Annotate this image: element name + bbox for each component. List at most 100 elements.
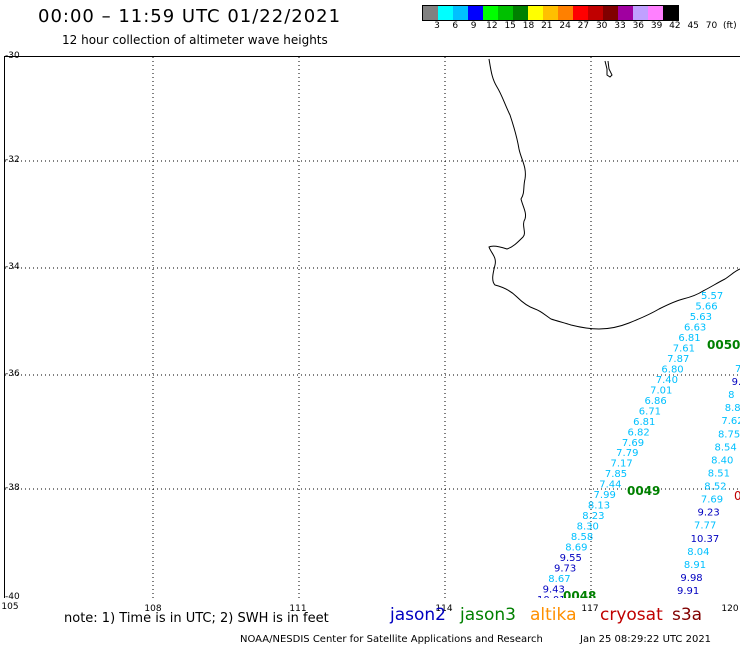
colorbar-labels: 3 6 9 12 15 18 21 24 27 30 33 36 39 42 45 70 (ft): [422, 21, 740, 33]
footer-credit: NOAA/NESDIS Center for Satellite Applica…: [240, 634, 543, 645]
colorbar-label: 45: [687, 21, 699, 31]
wave-height-value: 7.61: [673, 343, 695, 354]
wave-height-value: 8.13: [588, 501, 610, 512]
island-outline: [604, 60, 613, 78]
colorbar-swatch: [453, 6, 468, 20]
map-canvas: 5.575.665.636.636.817.617.876.807.407.01…: [5, 57, 740, 606]
wave-height-value: 9.73: [554, 564, 576, 575]
australia-coastline: [488, 58, 740, 330]
wave-height-value: 8.04: [687, 547, 709, 558]
colorbar-label: 27: [577, 21, 590, 31]
wave-height-value: 6.86: [644, 396, 666, 407]
colorbar-swatch: [468, 6, 483, 20]
legend-s3a: s3a: [672, 605, 703, 625]
lat-label-36: -36: [5, 369, 20, 379]
colorbar-swatch: [588, 6, 603, 20]
lon-label-117: 117: [581, 604, 599, 614]
wave-height-value: 8: [728, 390, 734, 401]
colorbar-label: 15: [504, 21, 516, 31]
gridlines: [5, 57, 740, 598]
lon-label-120: 120: [721, 604, 739, 614]
wave-height-value: 7.79: [616, 448, 638, 459]
wave-height-value: 8.69: [565, 543, 587, 554]
wave-height-value: 8.67: [548, 574, 570, 585]
wave-height-value: 9.43: [543, 585, 565, 596]
wave-height-value: 10.01: [537, 595, 566, 598]
colorbar-label: 3: [434, 21, 440, 31]
wave-height-value: 8.52: [704, 482, 726, 493]
wave-height-value: 8.75: [718, 429, 740, 440]
lat-label-40: -40: [5, 592, 20, 602]
wave-height-value: 7.85: [605, 469, 627, 480]
colorbar-swatch: [633, 6, 648, 20]
lat-label-32: -32: [5, 155, 20, 165]
colorbar-label: 30: [595, 21, 608, 31]
wave-height-value: 8.30: [577, 522, 599, 533]
colorbar-swatch: [423, 6, 438, 20]
colorbar-label: 36: [632, 21, 645, 31]
colorbar-swatch: [573, 6, 588, 20]
wave-height-value: 6.80: [661, 364, 683, 375]
wave-height-value: 9.55: [560, 553, 582, 564]
footer-timestamp: Jan 25 08:29:22 UTC 2021: [580, 634, 712, 645]
colorbar-swatch: [498, 6, 513, 20]
wave-height-value: 7.01: [650, 385, 672, 396]
colorbar-label: (ft): [723, 21, 737, 31]
colorbar-swatch: [483, 6, 498, 20]
map-frame: 5.57 5.66 5.63 6.63 6.81 7.61 7.87 6.80 7.40 7.01…: [4, 56, 740, 606]
wave-height-value: 8.23: [582, 511, 604, 522]
wave-height-value: 6.82: [627, 427, 649, 438]
lat-label-34: -34: [5, 262, 20, 272]
legend-altika: altika: [530, 605, 577, 625]
colorbar-swatch: [528, 6, 543, 20]
wave-height-value: 7.87: [667, 354, 689, 365]
lat-label-30: -30: [5, 51, 20, 61]
wave-height-value: 9.98: [680, 573, 702, 584]
wave-height-value: 7.40: [656, 375, 678, 386]
wave-height-value: 8.54: [715, 442, 737, 453]
page-title: 00:00 – 11:59 UTC 01/22/2021: [38, 6, 342, 27]
wave-height-value: 9.: [732, 377, 740, 388]
wave-height-value: 6.81: [633, 417, 655, 428]
wave-height-value: 5.63: [690, 312, 712, 323]
colorbar-swatch: [663, 6, 678, 20]
colorbar-swatch: [438, 6, 453, 20]
time-label-0050: 0050: [707, 338, 740, 352]
lon-label-111: 111: [289, 604, 307, 614]
wave-height-value: 7.99: [594, 490, 616, 501]
lon-label-105: 105: [1, 602, 19, 612]
wave-height-value: 7.69: [701, 495, 723, 506]
edge-label: 0: [734, 489, 740, 503]
wave-height-value: 10.37: [691, 534, 720, 545]
time-label-0048: 0048: [563, 589, 596, 598]
wave-height-value: 5.57: [701, 291, 723, 302]
colorbar-swatch: [603, 6, 618, 20]
legend-cryosat: cryosat: [600, 605, 663, 625]
legend-jason2: jason2: [390, 605, 446, 625]
wave-height-colorbar: [422, 5, 679, 21]
wave-height-value: 7.44: [599, 480, 621, 491]
altimeter-track-b: 7 9. 8 8.8 7.62 8.75 8.54 8.40 8.51 8.52 7.69 9.23 7…: [677, 364, 740, 597]
legend-jason3: jason3: [460, 605, 516, 625]
wave-height-value: 7.69: [622, 438, 644, 449]
lat-label-38: -38: [5, 483, 20, 493]
wave-height-value: 8.58: [571, 532, 593, 543]
note-text: note: 1) Time is in UTC; 2) SWH is in fe…: [64, 611, 329, 626]
colorbar-swatch: [648, 6, 663, 20]
colorbar-label: 24: [559, 21, 571, 31]
wave-height-value: 6.63: [684, 322, 706, 333]
page-subtitle: 12 hour collection of altimeter wave hei…: [62, 33, 328, 47]
colorbar-swatch: [618, 6, 633, 20]
colorbar-swatch: [558, 6, 573, 20]
wave-height-value: 9.91: [677, 586, 699, 597]
lon-label-108: 108: [144, 604, 162, 614]
wave-height-value: 8.8: [725, 403, 740, 414]
wave-height-value: 7.17: [611, 459, 633, 470]
wave-height-value: 8.91: [684, 560, 706, 571]
wave-height-value: 6.71: [639, 406, 661, 417]
wave-height-value: 7.62: [721, 416, 740, 427]
lon-label-114: 114: [435, 604, 453, 614]
time-label-0049: 0049: [627, 484, 660, 498]
wave-height-value: 9.23: [697, 508, 719, 519]
colorbar-label: 42: [669, 21, 681, 31]
